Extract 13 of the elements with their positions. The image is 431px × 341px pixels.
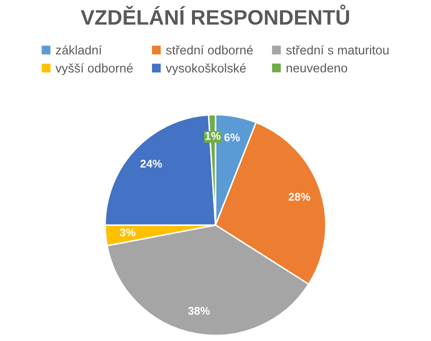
data-label: 28% (288, 192, 310, 201)
legend-label: neuvedeno (286, 63, 348, 72)
data-label: 24% (140, 160, 162, 168)
legend-label: vyšší odborné (55, 63, 133, 76)
data-label: 3% (120, 228, 136, 236)
data-label: 1% (205, 132, 220, 140)
data-label: 6% (224, 133, 240, 142)
legend-label: vysokoškolské (166, 63, 246, 76)
legend-label: základní (56, 45, 102, 55)
chart-title: VZDĚLÁNÍ RESPONDENTŮ (80, 4, 350, 25)
legend-label: střední s maturitou (286, 45, 388, 55)
legend-label: střední odborné (166, 45, 253, 55)
data-label: 38% (188, 306, 210, 315)
